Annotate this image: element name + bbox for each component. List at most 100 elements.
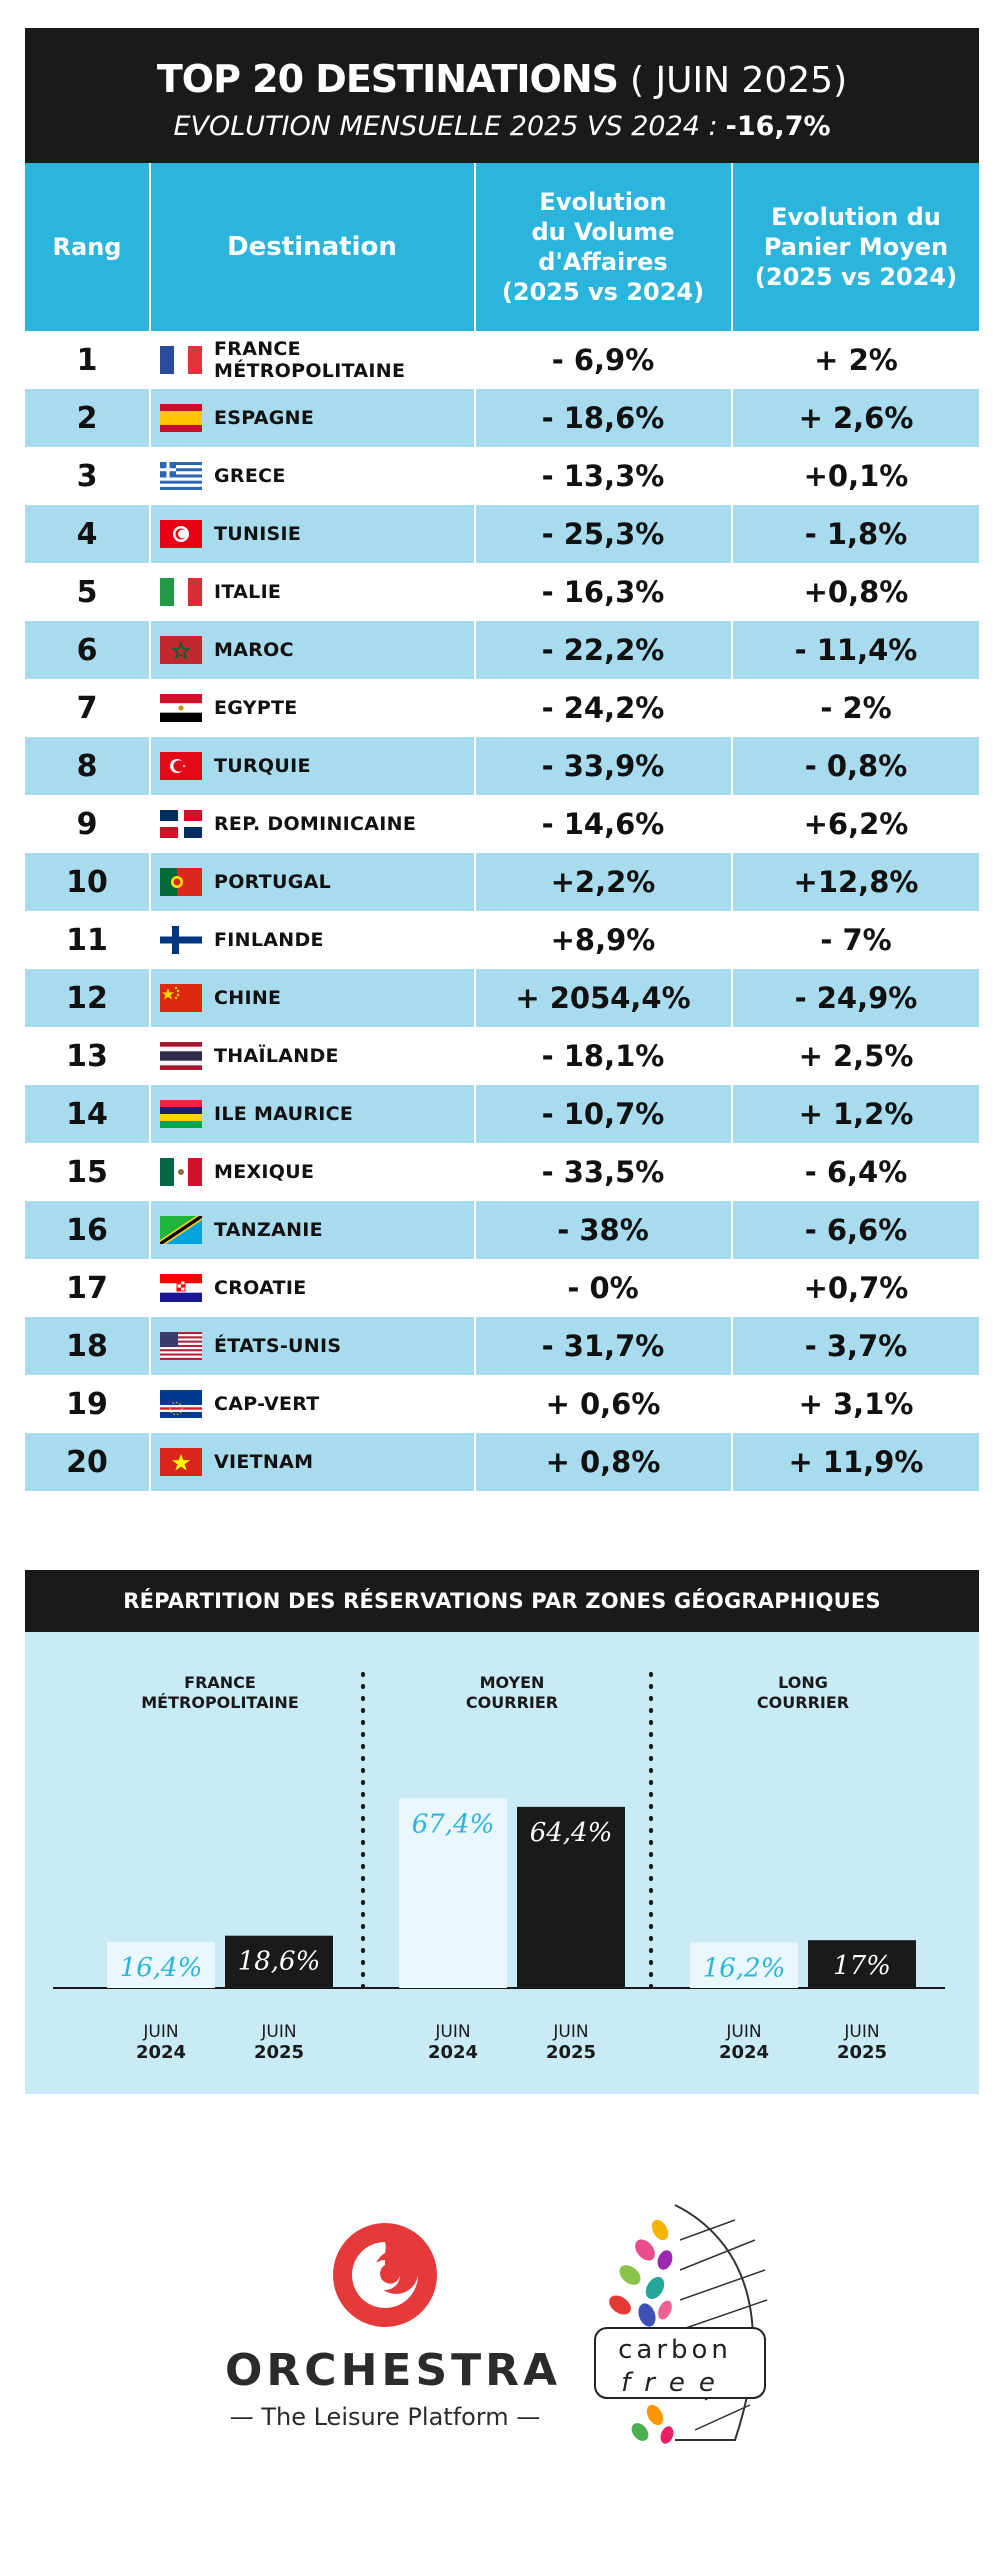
destination-name: EGYPTE: [214, 697, 298, 719]
row-divider: [149, 1433, 151, 1491]
subtitle: EVOLUTION MENSUELLE 2025 VS 2024 : -16,7%: [25, 113, 979, 140]
basket-cell: + 1,2%: [798, 1097, 914, 1131]
group-label: MÉTROPOLITAINE: [141, 1693, 299, 1712]
header-divider: [149, 163, 151, 331]
row-divider: [731, 1027, 733, 1085]
destination-name: TANZANIE: [214, 1219, 323, 1241]
destination-name: MAROC: [214, 639, 294, 661]
destination-cell: CHINE: [160, 969, 470, 1027]
volume-cell: + 0,6%: [545, 1387, 661, 1421]
destination-name: FINLANDE: [214, 929, 324, 951]
orchestra-tagline: — The Leisure Platform —: [229, 2403, 541, 2431]
page-title: TOP 20 DESTINATIONS: [156, 57, 619, 101]
row-divider: [731, 1259, 733, 1317]
row-divider: [149, 621, 151, 679]
basket-cell: + 2,6%: [798, 401, 914, 435]
rank-cell: 11: [66, 922, 108, 958]
x-tick-year: 2024: [136, 2042, 186, 2063]
zones-chart-title: RÉPARTITION DES RÉSERVATIONS PAR ZONES G…: [25, 1570, 979, 1632]
row-divider: [474, 389, 476, 447]
destination-name: ILE MAURICE: [214, 1103, 354, 1125]
row-divider: [474, 1433, 476, 1491]
basket-cell: - 6,6%: [804, 1213, 908, 1247]
title-banner: TOP 20 DESTINATIONS ( JUIN 2025) EVOLUTIO…: [25, 28, 979, 163]
table-row: 9 REP. DOMINICAINE - 14,6% +6,2%: [25, 795, 979, 853]
row-divider: [731, 679, 733, 737]
rank-cell: 14: [66, 1096, 108, 1132]
row-divider: [149, 969, 151, 1027]
x-tick-month: JUIN: [843, 2022, 879, 2042]
row-divider: [474, 1375, 476, 1433]
row-divider: [149, 911, 151, 969]
row-divider: [474, 853, 476, 911]
bar-value-label: 16,4%: [120, 1953, 203, 1983]
volume-cell: - 0%: [567, 1271, 639, 1305]
row-divider: [731, 795, 733, 853]
row-divider: [474, 737, 476, 795]
row-divider: [149, 447, 151, 505]
x-tick-month: JUIN: [725, 2022, 761, 2042]
destination-name: ESPAGNE: [214, 407, 315, 429]
volume-cell: +8,9%: [550, 923, 656, 957]
table-row: 17 CROATIE - 0% +0,7%: [25, 1259, 979, 1317]
table-row: 14 ILE MAURICE - 10,7% + 1,2%: [25, 1085, 979, 1143]
volume-cell: - 38%: [557, 1213, 649, 1247]
table-row: 15 MEXIQUE - 33,5% - 6,4%: [25, 1143, 979, 1201]
basket-cell: - 24,9%: [794, 981, 918, 1015]
destination-cell: FINLANDE: [160, 911, 470, 969]
volume-cell: - 31,7%: [541, 1329, 665, 1363]
table-row: 3 GRECE - 13,3% +0,1%: [25, 447, 979, 505]
rank-cell: 7: [76, 690, 98, 726]
destination-name: CHINE: [214, 987, 282, 1009]
group-label: MOYEN: [480, 1673, 545, 1692]
destination-cell: GRECE: [160, 447, 470, 505]
header-volume: Evolution du Volume d'Affaires (2025 vs …: [501, 188, 705, 306]
x-tick-year: 2025: [546, 2042, 596, 2063]
table-row: 5 ITALIE - 16,3% +0,8%: [25, 563, 979, 621]
basket-cell: +0,7%: [803, 1271, 909, 1305]
x-tick-year: 2025: [837, 2042, 887, 2063]
rank-cell: 4: [76, 516, 98, 552]
table-row: 12 CHINE + 2054,4% - 24,9%: [25, 969, 979, 1027]
destination-cell: EGYPTE: [160, 679, 470, 737]
row-divider: [731, 1375, 733, 1433]
bar: [107, 1941, 215, 1988]
row-divider: [731, 1317, 733, 1375]
rank-cell: 12: [66, 980, 108, 1016]
row-divider: [731, 447, 733, 505]
title-line: TOP 20 DESTINATIONS ( JUIN 2025): [25, 60, 979, 99]
header-divider: [731, 163, 733, 331]
row-divider: [731, 621, 733, 679]
volume-cell: - 25,3%: [541, 517, 665, 551]
row-divider: [474, 1201, 476, 1259]
carbon-word: carbon: [618, 2335, 732, 2365]
volume-cell: - 22,2%: [541, 633, 665, 667]
row-divider: [731, 1433, 733, 1491]
volume-cell: +2,2%: [550, 865, 656, 899]
row-divider: [474, 1027, 476, 1085]
orchestra-swirl-icon: [333, 2223, 437, 2327]
dominican-republic-flag-icon: [160, 810, 202, 838]
row-divider: [474, 563, 476, 621]
table-row: 4 TUNISIE - 25,3% - 1,8%: [25, 505, 979, 563]
zones-chart-svg: FRANCEMÉTROPOLITAINE16,4%JUIN202418,6%JU…: [53, 1672, 945, 2063]
destination-cell: ILE MAURICE: [160, 1085, 470, 1143]
row-divider: [731, 1085, 733, 1143]
table-row: 1 FRANCE MÉTROPOLITAINE - 6,9% + 2%: [25, 331, 979, 389]
basket-cell: + 2,5%: [798, 1039, 914, 1073]
bar-value-label: 18,6%: [238, 1947, 321, 1977]
destination-cell: REP. DOMINICAINE: [160, 795, 470, 853]
bar-value-label: 16,2%: [703, 1953, 786, 1983]
table-row: 18 ÉTATS-UNIS - 31,7% - 3,7%: [25, 1317, 979, 1375]
rank-cell: 15: [66, 1154, 108, 1190]
finland-flag-icon: [160, 926, 202, 954]
mauritius-flag-icon: [160, 1100, 202, 1128]
table-row: 13 THAÏLANDE - 18,1% + 2,5%: [25, 1027, 979, 1085]
basket-cell: - 11,4%: [794, 633, 918, 667]
row-divider: [731, 1201, 733, 1259]
rank-cell: 13: [66, 1038, 108, 1074]
header-divider: [474, 163, 476, 331]
destination-name: PORTUGAL: [214, 871, 332, 893]
basket-cell: - 7%: [820, 923, 892, 957]
header-basket: Evolution du Panier Moyen (2025 vs 2024): [754, 203, 958, 291]
